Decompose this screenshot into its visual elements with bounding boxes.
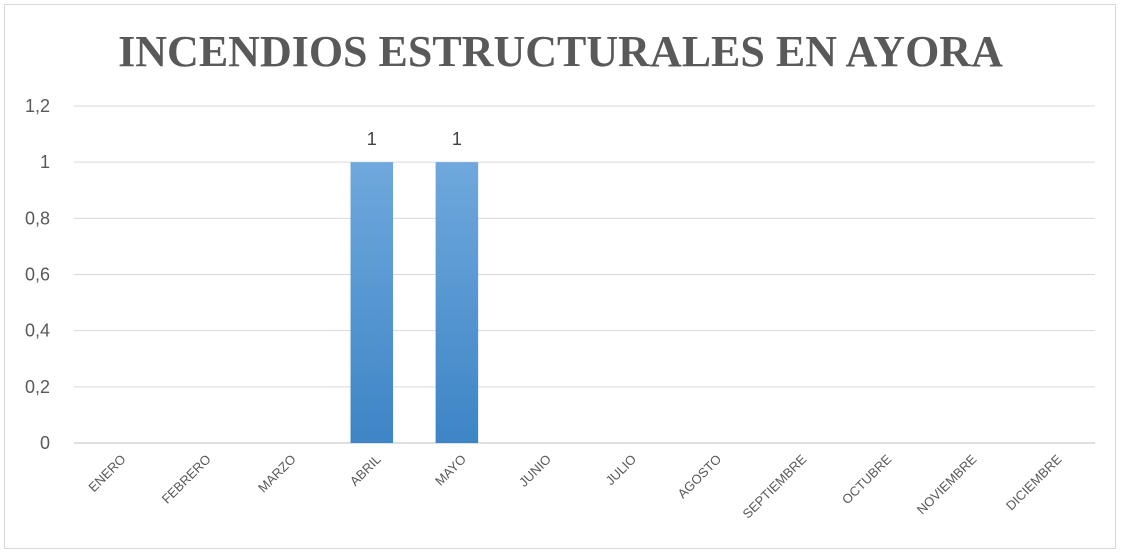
data-label: 1 [367,129,377,149]
x-tick-label: NOVIEMBRE [914,451,980,517]
bar-abril [350,162,394,443]
bar-mayo [435,162,479,443]
x-tick-label: JUNIO [516,452,554,490]
y-tick-label: 0,6 [25,265,50,285]
y-tick-label: 0 [40,433,50,453]
y-tick-label: 0,2 [25,377,50,397]
x-tick-label: OCTUBRE [839,451,895,507]
y-tick-label: 0,8 [25,208,50,228]
x-tick-label: JULIO [603,452,640,489]
y-tick-label: 0,4 [25,321,50,341]
x-tick-label: FEBRERO [159,452,214,507]
x-tick-label: ENERO [85,452,128,495]
data-label: 1 [452,129,462,149]
x-tick-label: DICIEMBRE [1003,451,1065,513]
x-tick-label: ABRIL [347,452,384,489]
chart-title: INCENDIOS ESTRUCTURALES EN AYORA [118,27,1003,76]
x-tick-label: AGOSTO [674,452,724,502]
x-tick-label: MAYO [432,452,469,489]
chart-frame [4,4,1116,549]
y-tick-label: 1 [40,152,50,172]
x-tick-label: SEPTIEMBRE [739,451,809,521]
x-tick-label: MARZO [255,452,299,496]
y-tick-label: 1,2 [25,96,50,116]
